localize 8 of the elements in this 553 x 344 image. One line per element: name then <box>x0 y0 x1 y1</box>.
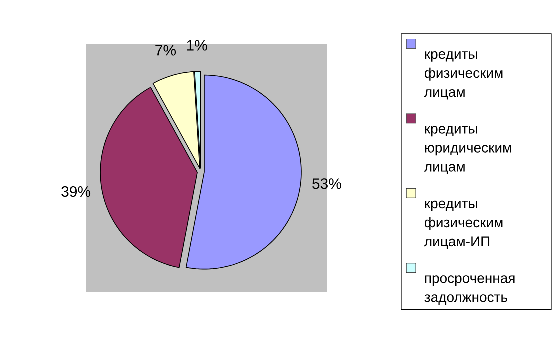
data-label: 1% <box>187 40 208 51</box>
legend-label: кредиты физическим лицам <box>424 51 503 100</box>
legend-label: кредиты физическим лицам-ИП <box>424 200 503 250</box>
data-label: 39% <box>62 186 91 198</box>
legend-label: кредиты юридическим лицам <box>424 126 512 175</box>
data-label: 7% <box>156 45 176 56</box>
data-label: 53% <box>312 178 342 190</box>
legend-label: просроченная задолжность <box>424 276 515 305</box>
